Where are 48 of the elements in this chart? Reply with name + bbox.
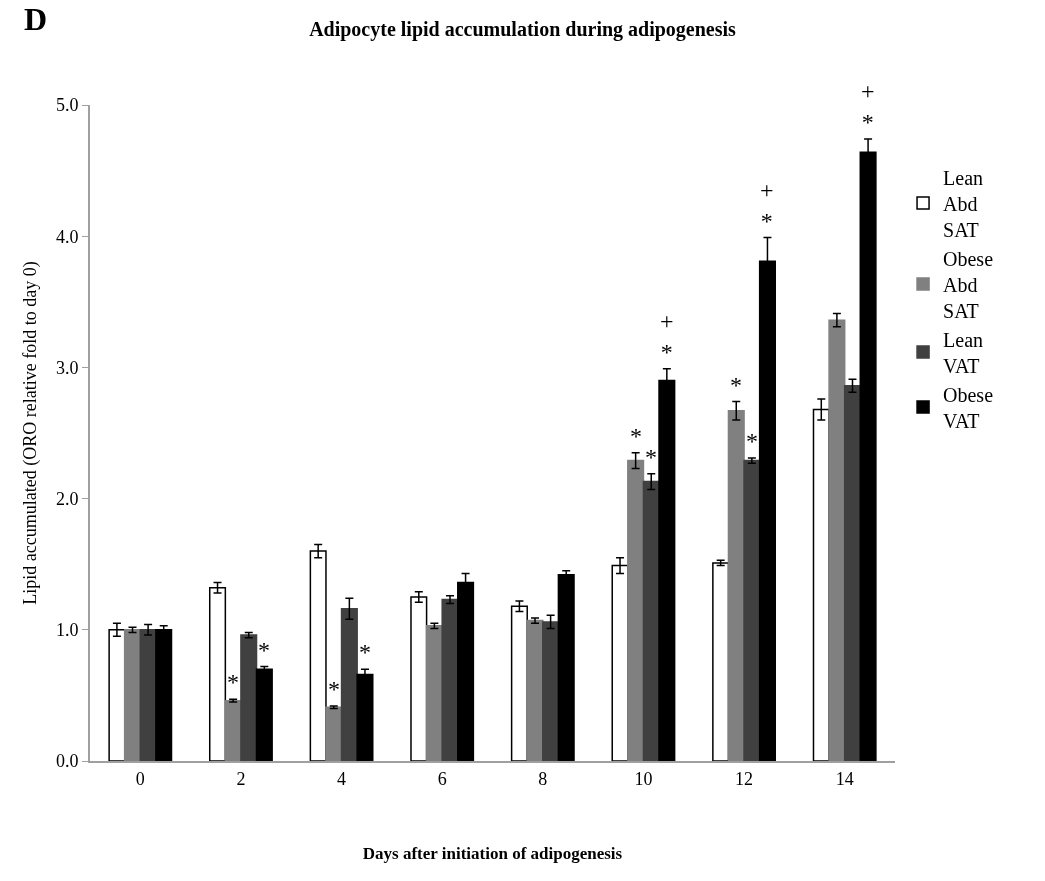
y-tick-label: 2.0 xyxy=(55,488,79,509)
x-tick-label: 12 xyxy=(735,768,754,789)
data-label: * xyxy=(359,639,371,665)
data-label: * xyxy=(328,676,340,702)
y-tick-label: 0.0 xyxy=(55,751,79,772)
data-label: + * xyxy=(660,308,674,366)
data-label: + * xyxy=(760,177,774,235)
chart-title: Adipocyte lipid accumulation during adipogenesis xyxy=(309,18,737,42)
bar xyxy=(240,634,258,761)
bar xyxy=(325,706,343,761)
legend-label: Obese VAT xyxy=(943,383,994,432)
data-label: * xyxy=(730,372,742,398)
x-tick-label: 0 xyxy=(135,768,145,789)
bar xyxy=(526,619,544,761)
data-label: * xyxy=(645,444,657,470)
data-label: + * xyxy=(861,78,875,136)
data-label: * xyxy=(746,428,758,454)
bar xyxy=(743,459,761,761)
x-tick-label: 8 xyxy=(538,768,548,789)
x-tick-label: 2 xyxy=(236,768,246,789)
y-tick-label: 4.0 xyxy=(55,226,79,247)
data-label: * xyxy=(227,669,239,695)
data-label: * xyxy=(258,637,270,663)
bar xyxy=(557,573,575,761)
y-tick-label: 3.0 xyxy=(55,357,79,378)
legend-label: Obese Abd SAT xyxy=(943,247,994,322)
x-tick-label: 4 xyxy=(337,768,347,789)
x-tick-label: 10 xyxy=(634,768,653,789)
y-axis-title: Lipid accumulated (ORO relative fold to day 0) xyxy=(19,261,41,605)
bar xyxy=(340,608,358,761)
legend-label: Lean VAT xyxy=(943,328,984,377)
y-tick-label: 1.0 xyxy=(55,620,79,641)
x-tick-label: 6 xyxy=(437,768,447,789)
bar xyxy=(441,598,459,761)
bar xyxy=(155,629,173,761)
bar xyxy=(828,319,846,761)
legend-label: Lean Abd SAT xyxy=(943,166,984,241)
x-tick-label: 14 xyxy=(835,768,854,789)
x-axis-title: Days after initiation of adipogenesis xyxy=(362,844,623,864)
bar xyxy=(843,385,862,761)
data-label: * xyxy=(630,423,642,449)
bar xyxy=(123,629,142,761)
bar xyxy=(255,668,273,761)
bar xyxy=(542,621,560,761)
y-tick-label: 5.0 xyxy=(55,95,79,116)
bar xyxy=(627,459,645,761)
text: D xyxy=(24,1,48,37)
bar xyxy=(712,562,730,761)
